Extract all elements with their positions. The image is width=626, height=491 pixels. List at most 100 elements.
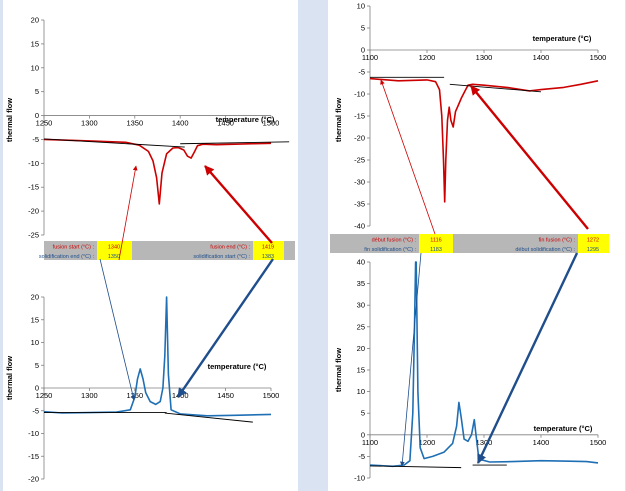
y-tick-label: 35 [357,279,365,288]
x-tick-label: 1400 [533,438,550,447]
y-axis-label: thermal flow [5,356,14,400]
fusion-start-arrow [118,165,138,261]
x-axis-label: temperature (°C) [208,362,267,371]
tangent-line [43,138,185,148]
y-tick-label: 0 [35,111,39,120]
y-tick-label: 10 [31,338,39,347]
fin-fusion-value: 1272 [587,238,599,244]
left-info-band: fusion start (°C) : 1340 fusion end (°C)… [39,241,295,260]
y-tick-label: -30 [354,178,365,187]
thermal-flow-series-line [43,296,272,417]
fin-solidification-label: fin solidification (°C) : [364,247,416,253]
fin-fusion-label: fin fusion (°C) : [539,238,576,244]
y-tick-label: -10 [28,429,39,438]
fusion-end-value: 1419 [262,245,274,251]
debut-fusion-label: début fusion (°C) : [372,238,417,244]
tangent-line [180,141,290,145]
right-bottom-chart: -10 -5 0 5 10 15 20 25 30 35 40 1100 1200 1300 1400 150… [334,258,606,483]
debut-fusion-arrow [380,79,436,235]
y-tick-label: -5 [32,406,39,415]
right-value-box [419,234,453,244]
x-tick-label: 1500 [263,119,280,128]
y-tick-label: 10 [357,2,365,11]
solidification-end-arrow [99,258,136,401]
x-tick-label: 1500 [263,391,280,400]
debut-solidification-label: début solidification (°C) : [515,247,575,253]
x-tick-label: 1350 [126,119,143,128]
solidification-end-value: 1350 [108,254,120,260]
thermal-flow-series-line [43,138,272,205]
x-tick-label: 1300 [476,53,493,62]
fusion-end-label: fusion end (°C) : [210,245,250,251]
y-tick-label: -25 [28,231,39,240]
y-tick-label: -5 [358,452,365,461]
x-axis-label: temperature (°C) [534,424,593,433]
y-tick-label: -10 [354,90,365,99]
solidification-start-value: 1383 [262,254,274,260]
right-top-chart: -40 -35 -30 -25 -20 -15 -10 -5 0 5 10 1100 1200 1300 1… [334,2,606,231]
fin-solidification-value: 1183 [430,247,442,253]
solidification-start-arrow [177,258,274,398]
x-tick-label: 1250 [36,391,53,400]
tangent-line [449,83,542,93]
y-tick-label: 20 [31,16,39,25]
x-tick-label: 1450 [217,391,234,400]
thermal-flow-series-line [369,261,599,468]
y-tick-label: 5 [361,24,365,33]
x-tick-label: 1500 [590,438,607,447]
left-value-box [97,241,132,251]
x-tick-label: 1300 [81,391,98,400]
y-tick-label: 5 [35,361,39,370]
left-value-box [253,250,284,260]
y-tick-label: 15 [31,39,39,48]
left-value-box [253,241,284,251]
x-tick-label: 1200 [419,53,436,62]
x-axis-label: temperature (°C) [533,34,592,43]
right-value-box [578,243,609,253]
x-axis-label: temperature (°C) [216,115,275,124]
y-tick-label: -15 [28,452,39,461]
tangent-line [369,465,462,469]
y-tick-label: -35 [354,200,365,209]
solidification-start-label: solidification start (°C) : [193,254,250,260]
fusion-start-value: 1340 [108,245,120,251]
debut-fusion-value: 1116 [430,238,441,244]
y-axis-label: thermal flow [5,98,14,142]
y-tick-label: 10 [31,63,39,72]
x-tick-label: 1300 [476,438,493,447]
fusion-start-label: fusion start (°C) : [53,245,95,251]
x-tick-label: 1200 [419,438,436,447]
y-tick-label: 25 [357,322,365,331]
left-top-chart: -25 -20 -15 -10 -5 0 5 10 15 20 1250 1300 1350 1400 14… [5,16,290,240]
x-tick-label: 1250 [36,119,53,128]
right-info-band: début fusion (°C) : 1116 fin fusion (°C)… [330,234,609,253]
y-tick-label: -15 [28,183,39,192]
y-tick-label: -5 [32,135,39,144]
x-tick-label: 1300 [81,119,98,128]
y-tick-label: 20 [357,344,365,353]
left-value-box [97,250,132,260]
y-tick-label: 20 [31,293,39,302]
y-tick-label: 15 [31,315,39,324]
y-tick-label: -20 [28,207,39,216]
x-tick-label: 1500 [590,53,607,62]
y-tick-label: 10 [357,387,365,396]
y-tick-label: 15 [357,366,365,375]
y-tick-label: -20 [354,134,365,143]
y-tick-label: 5 [361,409,365,418]
y-tick-label: 30 [357,301,365,310]
right-value-box [419,243,453,253]
fin-fusion-arrow [470,85,589,230]
y-tick-label: 40 [357,258,365,267]
y-tick-label: -40 [354,222,365,231]
y-tick-label: 0 [35,384,39,393]
y-axis-label: thermal flow [334,98,343,142]
fin-solidification-arrow [399,252,422,467]
y-tick-label: 0 [361,46,365,55]
y-tick-label: -10 [28,159,39,168]
x-tick-label: 1100 [362,438,378,447]
right-band-background [330,234,609,253]
y-tick-label: -5 [358,68,365,77]
x-tick-label: 1400 [172,119,189,128]
